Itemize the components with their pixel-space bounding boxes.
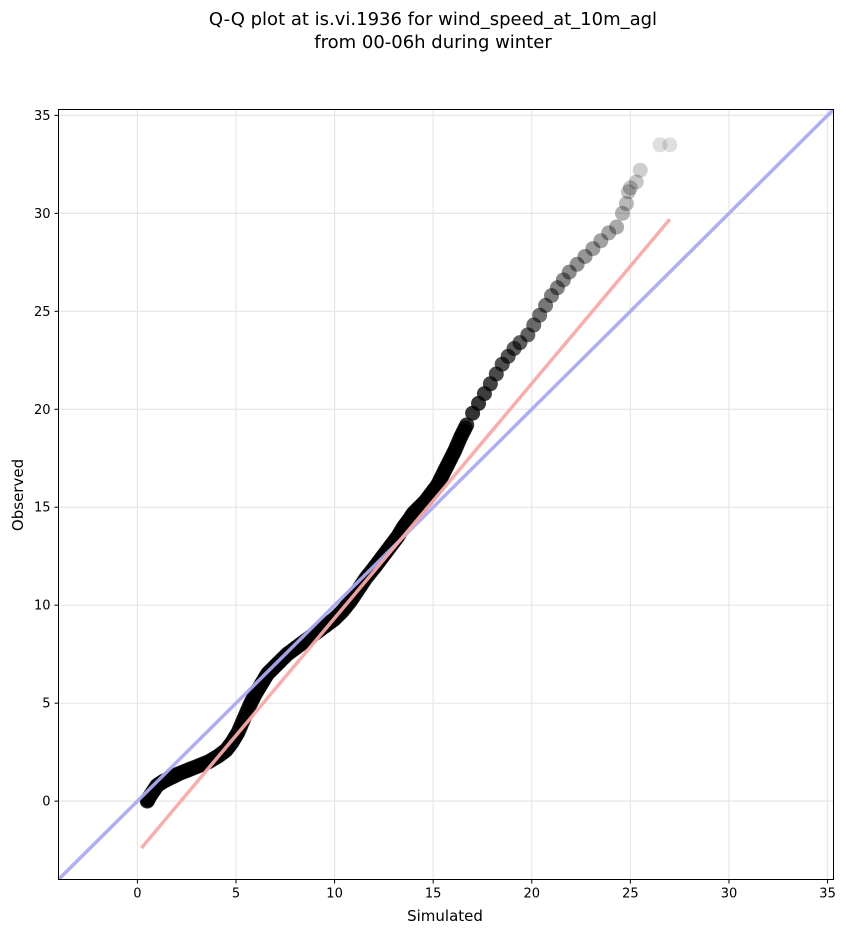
grid-lines bbox=[58, 109, 834, 880]
y-tick-label: 10 bbox=[34, 599, 51, 614]
data-point bbox=[544, 288, 560, 304]
y-tick-label: 35 bbox=[34, 109, 51, 124]
y-tick-label: 5 bbox=[42, 697, 50, 712]
data-point bbox=[622, 180, 638, 196]
data-point bbox=[614, 205, 630, 221]
x-tick-label: 5 bbox=[232, 887, 240, 902]
x-tick-label: 15 bbox=[425, 887, 442, 902]
data-point bbox=[561, 264, 577, 280]
y-tick-label: 30 bbox=[34, 207, 51, 222]
data-point bbox=[593, 233, 609, 249]
data-point bbox=[618, 196, 634, 212]
x-axis-label: Simulated bbox=[407, 907, 483, 925]
x-tick-label: 30 bbox=[721, 887, 738, 902]
x-tick-label: 10 bbox=[326, 887, 343, 902]
data-point bbox=[577, 248, 593, 264]
chart-title-line-1: Q-Q plot at is.vi.1936 for wind_speed_at… bbox=[209, 9, 657, 30]
data-point bbox=[609, 219, 625, 235]
x-tick-label: 20 bbox=[524, 887, 541, 902]
data-point bbox=[585, 241, 601, 257]
data-point bbox=[632, 162, 648, 178]
x-tick-label: 0 bbox=[133, 887, 141, 902]
y-tick-label: 15 bbox=[34, 501, 51, 516]
reference-line bbox=[58, 109, 834, 880]
data-point bbox=[457, 420, 473, 436]
y-tick-label: 20 bbox=[34, 403, 51, 418]
x-tick-label: 35 bbox=[819, 887, 836, 902]
data-point bbox=[662, 137, 678, 153]
plot-frame bbox=[58, 109, 834, 880]
data-point bbox=[601, 225, 617, 241]
fit-line bbox=[139, 218, 672, 850]
y-tick-label: 25 bbox=[34, 305, 51, 320]
data-point bbox=[628, 174, 644, 190]
data-point bbox=[555, 272, 571, 288]
plot-area bbox=[58, 109, 834, 880]
y-tick-label: 0 bbox=[42, 795, 50, 810]
data-point bbox=[569, 256, 585, 272]
chart-title-line-2: from 00-06h during winter bbox=[314, 32, 552, 53]
y-axis-label: Observed bbox=[9, 459, 27, 531]
data-point bbox=[549, 280, 565, 296]
axis-ticks: 0 5 10 15 20 25 30 35 0 5 10 15 20 25 30 35 bbox=[34, 109, 836, 902]
data-point bbox=[652, 137, 668, 153]
x-tick-label: 25 bbox=[622, 887, 639, 902]
data-point bbox=[620, 184, 636, 200]
